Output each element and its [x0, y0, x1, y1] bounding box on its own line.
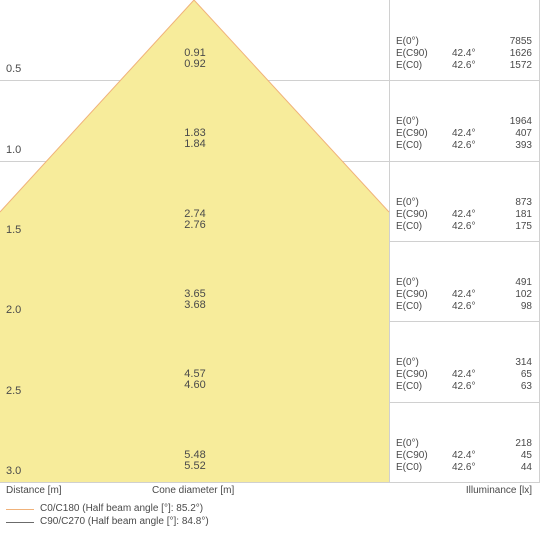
illuminance-label: E(C90) — [396, 209, 428, 220]
illuminance-value: 491 — [515, 277, 532, 288]
diameter-c90: 4.60 — [184, 379, 206, 391]
diameter-c90: 5.52 — [184, 460, 206, 472]
cone-diameter-value: 5.48 5.52 — [150, 450, 240, 472]
illuminance-angle: 42.4° — [452, 128, 476, 139]
illuminance-label: E(0°) — [396, 277, 419, 288]
illuminance-value: 175 — [515, 221, 532, 232]
illuminance-label: E(C0) — [396, 462, 423, 473]
legend-text: C90/C270 (Half beam angle [°]: 84.8°) — [40, 516, 209, 527]
cone-diameter-value: 0.91 0.92 — [150, 48, 240, 70]
diameter-c0: 3.65 — [184, 288, 206, 300]
distance-label: 2.5 — [6, 385, 22, 397]
illuminance-angle: 42.6° — [452, 60, 476, 71]
illuminance-label: E(0°) — [396, 197, 419, 208]
illuminance-angle: 42.4° — [452, 48, 476, 59]
illuminance-label: E(C90) — [396, 128, 428, 139]
cone-diameter-value: 3.65 3.68 — [150, 289, 240, 311]
illuminance-value: 218 — [515, 438, 532, 449]
illuminance-value: 7855 — [509, 36, 532, 47]
diameter-c0: 1.83 — [184, 127, 206, 139]
diameter-c0: 5.48 — [184, 449, 206, 461]
illuminance-label: E(0°) — [396, 36, 419, 47]
illuminance-value: 1964 — [509, 116, 532, 127]
legend-line-swatch — [6, 509, 34, 510]
illuminance-angle: 42.6° — [452, 221, 476, 232]
legend-line-swatch — [6, 522, 34, 523]
distance-label: 0.5 — [6, 63, 22, 75]
illuminance-value: 102 — [515, 289, 532, 300]
illuminance-angle: 42.4° — [452, 450, 476, 461]
cone-diameter-value: 2.74 2.76 — [150, 209, 240, 231]
illuminance-value: 65 — [520, 369, 532, 380]
illuminance-value: 407 — [515, 128, 532, 139]
cone-diameter-axis-label: Cone diameter [m] — [152, 485, 235, 496]
illuminance-angle: 42.4° — [452, 369, 476, 380]
diameter-c0: 0.91 — [184, 47, 206, 59]
illuminance-label: E(C90) — [396, 369, 428, 380]
diameter-c90: 3.68 — [184, 299, 206, 311]
illuminance-axis-label: Illuminance [lx] — [465, 485, 532, 496]
illuminance-label: E(C90) — [396, 450, 428, 461]
c0-c180-edge — [0, 0, 390, 213]
light-cone — [0, 0, 389, 482]
diameter-c90: 1.84 — [184, 138, 206, 150]
illuminance-value: 393 — [515, 140, 532, 151]
illuminance-label: E(C0) — [396, 381, 423, 392]
illuminance-label: E(C90) — [396, 48, 428, 59]
diameter-c0: 4.57 — [184, 368, 206, 380]
illuminance-angle: 42.6° — [452, 301, 476, 312]
illuminance-angle: 42.6° — [452, 462, 476, 473]
illuminance-value: 1626 — [509, 48, 532, 59]
illuminance-label: E(C0) — [396, 140, 423, 151]
distance-axis-label: Distance [m] — [6, 485, 62, 496]
diameter-c90: 2.76 — [184, 219, 206, 231]
illuminance-label: E(0°) — [396, 116, 419, 127]
illuminance-label: E(C0) — [396, 301, 423, 312]
illuminance-value: 44 — [520, 462, 532, 473]
illuminance-angle: 42.4° — [452, 209, 476, 220]
illuminance-label: E(C0) — [396, 60, 423, 71]
illuminance-angle: 42.4° — [452, 289, 476, 300]
illuminance-angle: 42.6° — [452, 140, 476, 151]
illuminance-value: 45 — [520, 450, 532, 461]
diameter-c0: 2.74 — [184, 208, 206, 220]
illuminance-value: 314 — [515, 357, 532, 368]
legend-text: C0/C180 (Half beam angle [°]: 85.2°) — [40, 503, 204, 514]
illuminance-label: E(C90) — [396, 289, 428, 300]
distance-label: 1.0 — [6, 144, 22, 156]
distance-label: 3.0 — [6, 465, 22, 477]
illuminance-label: E(0°) — [396, 357, 419, 368]
distance-label: 1.5 — [6, 224, 22, 236]
illuminance-angle: 42.6° — [452, 381, 476, 392]
distance-label: 2.0 — [6, 304, 22, 316]
illuminance-label: E(0°) — [396, 438, 419, 449]
cone-diameter-value: 4.57 4.60 — [150, 369, 240, 391]
illuminance-value: 1572 — [509, 60, 532, 71]
illuminance-value: 873 — [515, 197, 532, 208]
illuminance-label: E(C0) — [396, 221, 423, 232]
cone-diameter-value: 1.83 1.84 — [150, 128, 240, 150]
cone-edges — [0, 0, 390, 213]
illuminance-value: 98 — [520, 301, 532, 312]
illuminance-value: 181 — [515, 209, 532, 220]
illuminance-value: 63 — [520, 381, 532, 392]
diameter-c90: 0.92 — [184, 58, 206, 70]
